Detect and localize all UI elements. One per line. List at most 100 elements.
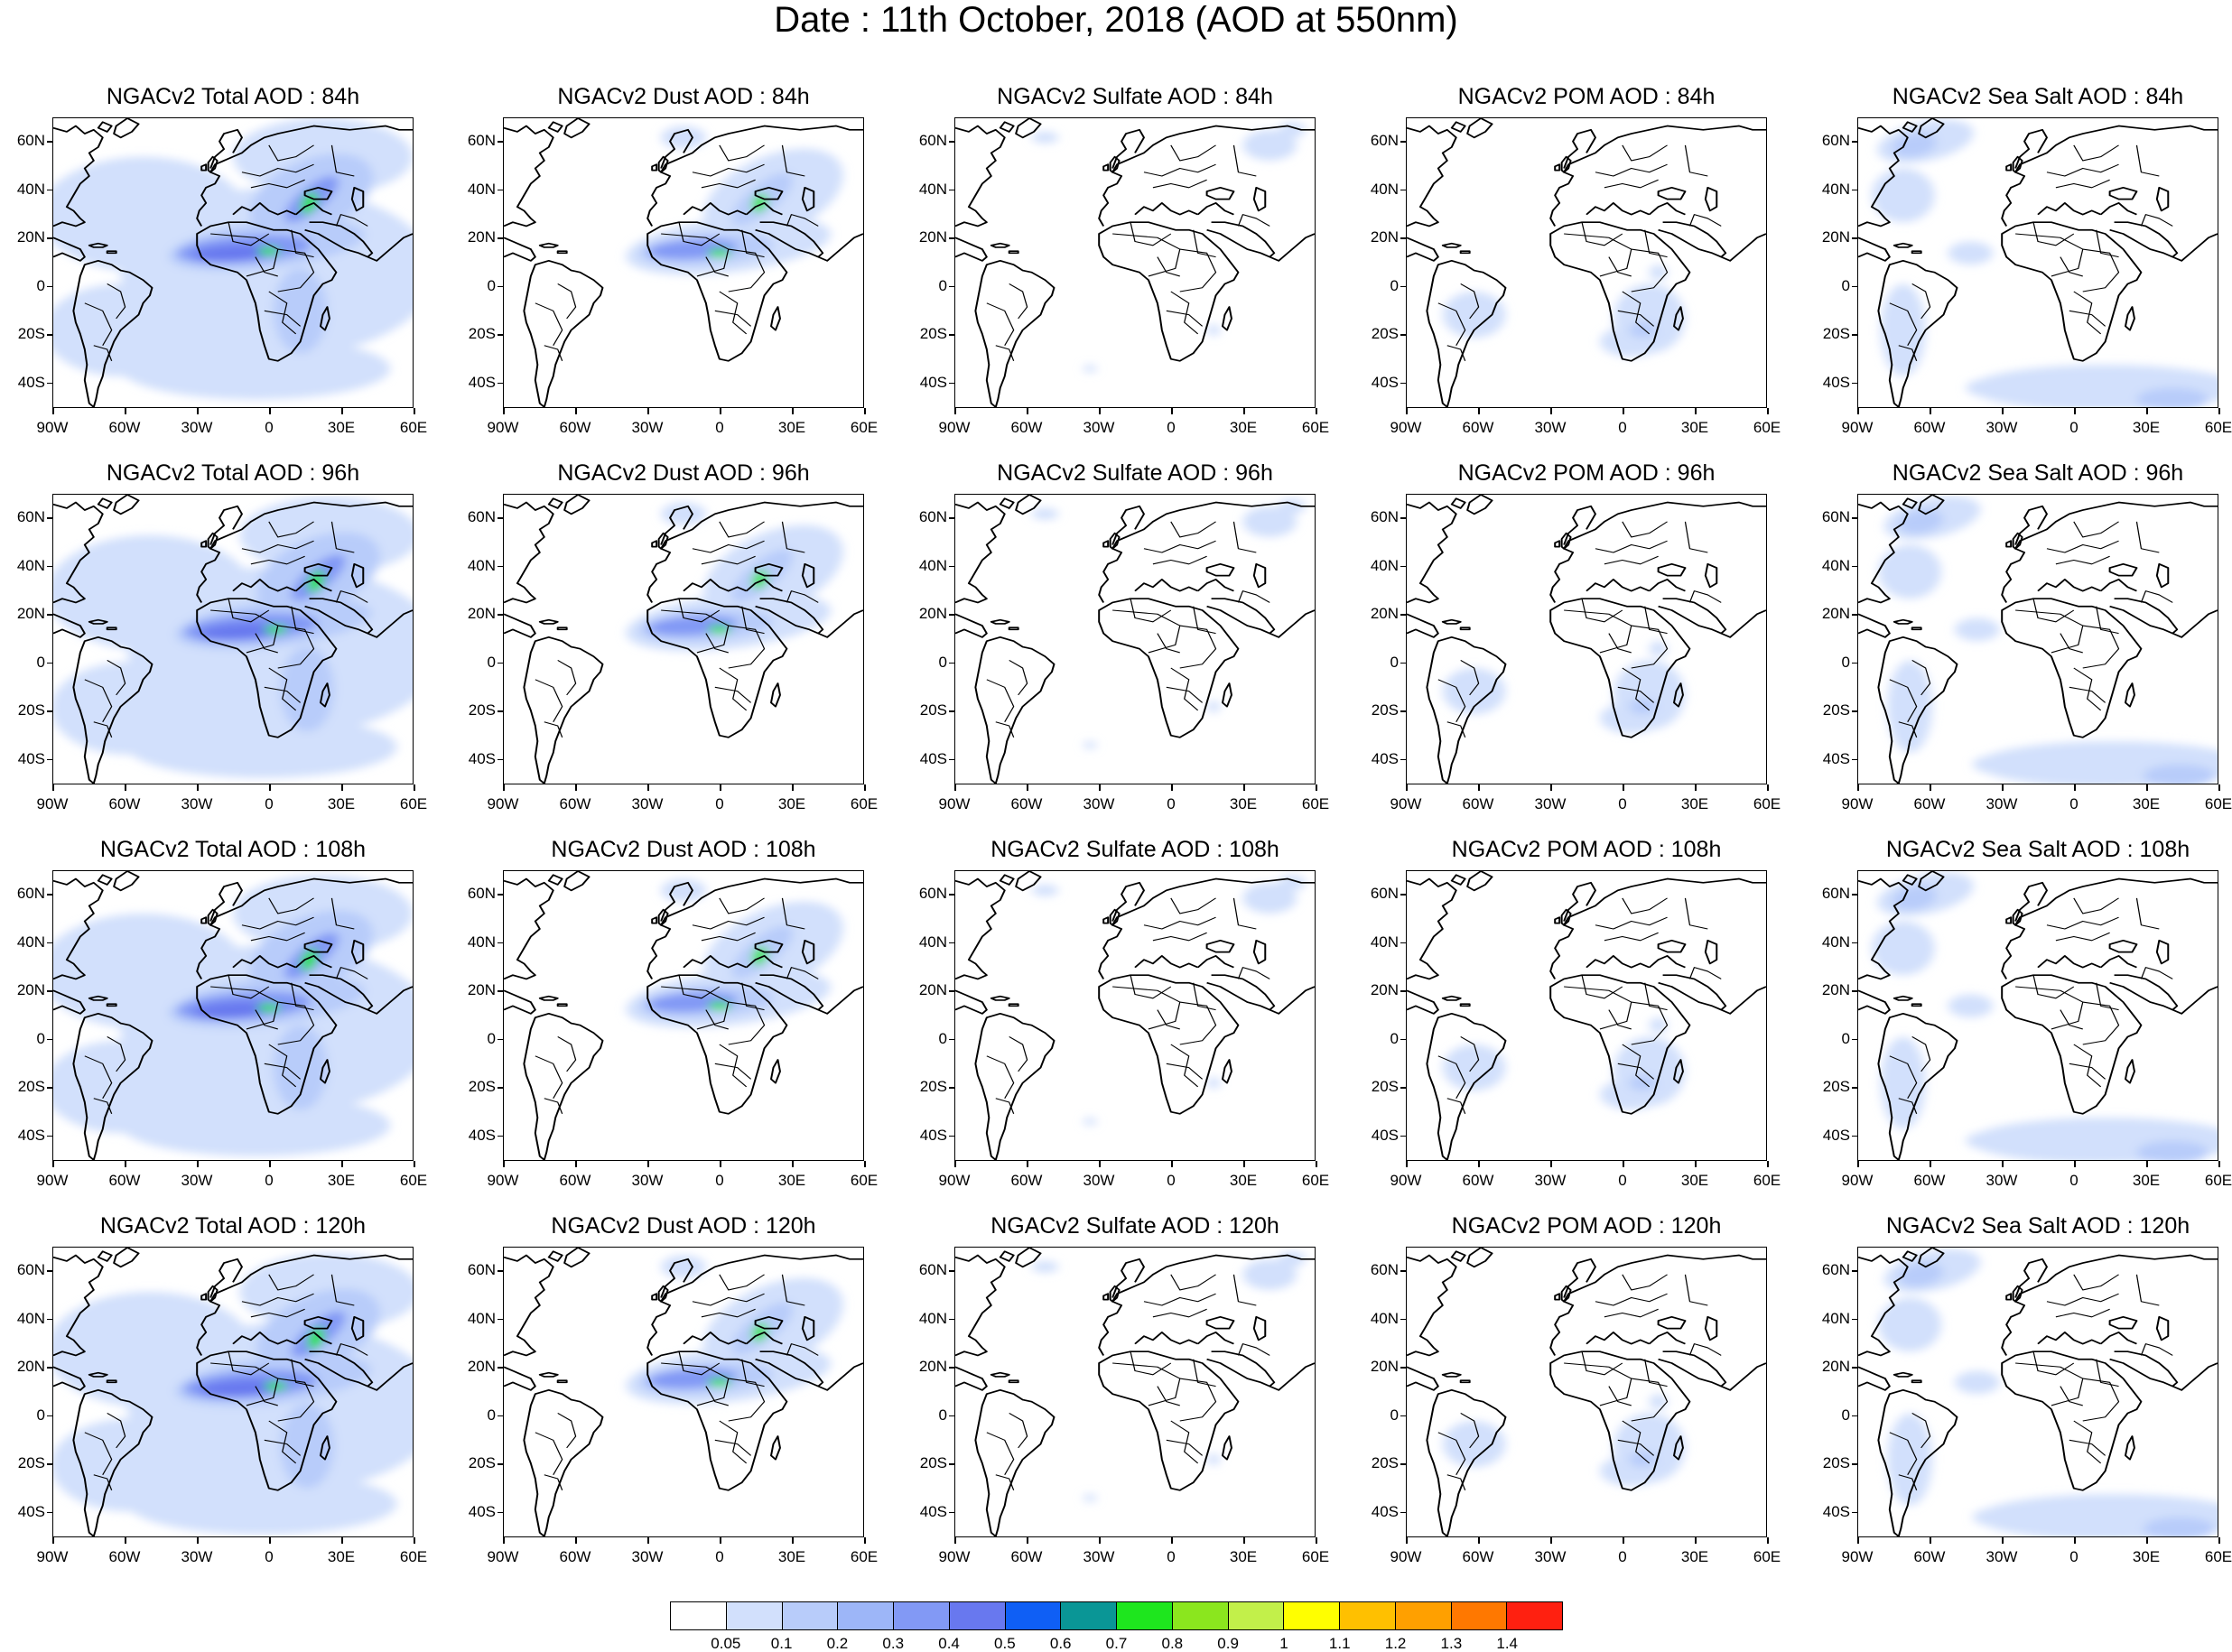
latitude-tick bbox=[1400, 894, 1406, 896]
longitude-tick bbox=[647, 1537, 649, 1544]
longitude-label: 0 bbox=[265, 795, 274, 812]
latitude-tick bbox=[1852, 565, 1857, 567]
aod-map-panel bbox=[1406, 117, 1767, 408]
longitude-tick bbox=[1857, 1537, 1859, 1544]
latitude-label: 60N bbox=[467, 508, 496, 525]
latitude-tick bbox=[1400, 189, 1406, 190]
latitude-tick bbox=[949, 1367, 954, 1369]
longitude-label: 60W bbox=[1462, 419, 1494, 436]
latitude-label: 20S bbox=[17, 1078, 45, 1095]
latitude-label: 0 bbox=[938, 276, 947, 294]
latitude-tick bbox=[498, 237, 503, 239]
longitude-label: 60E bbox=[850, 795, 879, 812]
latitude-label: 20N bbox=[1821, 1358, 1850, 1375]
longitude-tick bbox=[1171, 1161, 1173, 1167]
colorbar-label: 1.3 bbox=[1440, 1635, 1463, 1652]
latitude-label: 20S bbox=[1822, 1078, 1850, 1095]
longitude-tick bbox=[1099, 1161, 1101, 1167]
longitude-label: 60E bbox=[850, 1172, 879, 1189]
longitude-label: 30W bbox=[1986, 419, 2018, 436]
latitude-label: 40N bbox=[1821, 180, 1850, 198]
latitude-tick bbox=[949, 1318, 954, 1320]
latitude-tick bbox=[1852, 141, 1857, 143]
longitude-label: 60W bbox=[1010, 795, 1043, 812]
latitude-label: 20S bbox=[17, 1454, 45, 1471]
latitude-tick bbox=[47, 1038, 52, 1040]
latitude-label: 20S bbox=[1822, 1454, 1850, 1471]
longitude-tick bbox=[954, 408, 956, 414]
longitude-label: 60E bbox=[1301, 795, 1330, 812]
latitude-tick bbox=[1400, 1038, 1406, 1040]
panel-title: NGACv2 Dust AOD : 108h bbox=[551, 837, 816, 862]
latitude-tick bbox=[1400, 1463, 1406, 1465]
latitude-label: 20N bbox=[1821, 605, 1850, 622]
latitude-tick bbox=[949, 1415, 954, 1416]
latitude-tick bbox=[1852, 1038, 1857, 1040]
longitude-tick bbox=[1695, 784, 1697, 791]
longitude-label: 30W bbox=[1083, 1172, 1115, 1189]
longitude-tick bbox=[720, 1161, 721, 1167]
latitude-label: 20N bbox=[16, 605, 45, 622]
latitude-label: 40N bbox=[16, 1309, 45, 1327]
longitude-tick bbox=[125, 408, 126, 414]
latitude-label: 40S bbox=[17, 1126, 45, 1144]
longitude-label: 30W bbox=[631, 1548, 664, 1565]
latitude-tick bbox=[949, 1270, 954, 1272]
latitude-label: 60N bbox=[918, 885, 947, 902]
longitude-tick bbox=[125, 1161, 126, 1167]
aod-map-panel bbox=[1857, 494, 2218, 784]
latitude-tick bbox=[498, 141, 503, 143]
longitude-label: 90W bbox=[938, 1172, 971, 1189]
latitude-tick bbox=[1852, 1318, 1857, 1320]
longitude-label: 0 bbox=[1618, 795, 1627, 812]
longitude-label: 30W bbox=[631, 1172, 664, 1189]
longitude-tick bbox=[269, 1161, 271, 1167]
latitude-tick bbox=[1852, 894, 1857, 896]
latitude-tick bbox=[498, 942, 503, 943]
latitude-tick bbox=[47, 662, 52, 664]
colorbar-label: 0.1 bbox=[770, 1635, 793, 1652]
colorbar-label: 0.3 bbox=[882, 1635, 905, 1652]
latitude-tick bbox=[47, 565, 52, 567]
latitude-label: 60N bbox=[1370, 885, 1399, 902]
longitude-tick bbox=[1406, 1161, 1408, 1167]
longitude-tick bbox=[197, 1161, 199, 1167]
longitude-label: 30W bbox=[1083, 419, 1115, 436]
longitude-label: 60W bbox=[1913, 795, 1946, 812]
longitude-tick bbox=[575, 1161, 577, 1167]
longitude-tick bbox=[269, 408, 271, 414]
latitude-label: 60N bbox=[467, 885, 496, 902]
longitude-label: 30E bbox=[1229, 795, 1258, 812]
latitude-label: 20S bbox=[1371, 1078, 1399, 1095]
aod-colorbar bbox=[670, 1601, 1563, 1630]
longitude-label: 30E bbox=[777, 1172, 806, 1189]
longitude-tick bbox=[2146, 784, 2148, 791]
longitude-tick bbox=[1857, 1161, 1859, 1167]
latitude-label: 40N bbox=[918, 556, 947, 574]
longitude-label: 30E bbox=[2132, 795, 2161, 812]
latitude-label: 20S bbox=[919, 1454, 947, 1471]
longitude-tick bbox=[720, 408, 721, 414]
panel-title: NGACv2 Sulfate AOD : 96h bbox=[997, 460, 1273, 486]
longitude-label: 60E bbox=[2204, 419, 2232, 436]
latitude-tick bbox=[498, 1135, 503, 1137]
latitude-label: 40S bbox=[919, 1502, 947, 1520]
longitude-label: 60E bbox=[399, 795, 428, 812]
latitude-label: 60N bbox=[918, 132, 947, 149]
longitude-tick bbox=[125, 784, 126, 791]
latitude-tick bbox=[1400, 1135, 1406, 1137]
latitude-tick bbox=[949, 942, 954, 943]
longitude-tick bbox=[1623, 408, 1624, 414]
latitude-label: 0 bbox=[1841, 653, 1850, 671]
longitude-label: 0 bbox=[1167, 1548, 1176, 1565]
longitude-label: 90W bbox=[36, 795, 69, 812]
latitude-tick bbox=[47, 1511, 52, 1513]
longitude-label: 0 bbox=[715, 795, 724, 812]
longitude-tick bbox=[2218, 1161, 2220, 1167]
latitude-tick bbox=[498, 1038, 503, 1040]
longitude-label: 60E bbox=[1753, 1548, 1781, 1565]
longitude-tick bbox=[2002, 408, 2004, 414]
latitude-label: 0 bbox=[1841, 1406, 1850, 1424]
latitude-label: 60N bbox=[1370, 508, 1399, 525]
longitude-tick bbox=[1027, 408, 1028, 414]
